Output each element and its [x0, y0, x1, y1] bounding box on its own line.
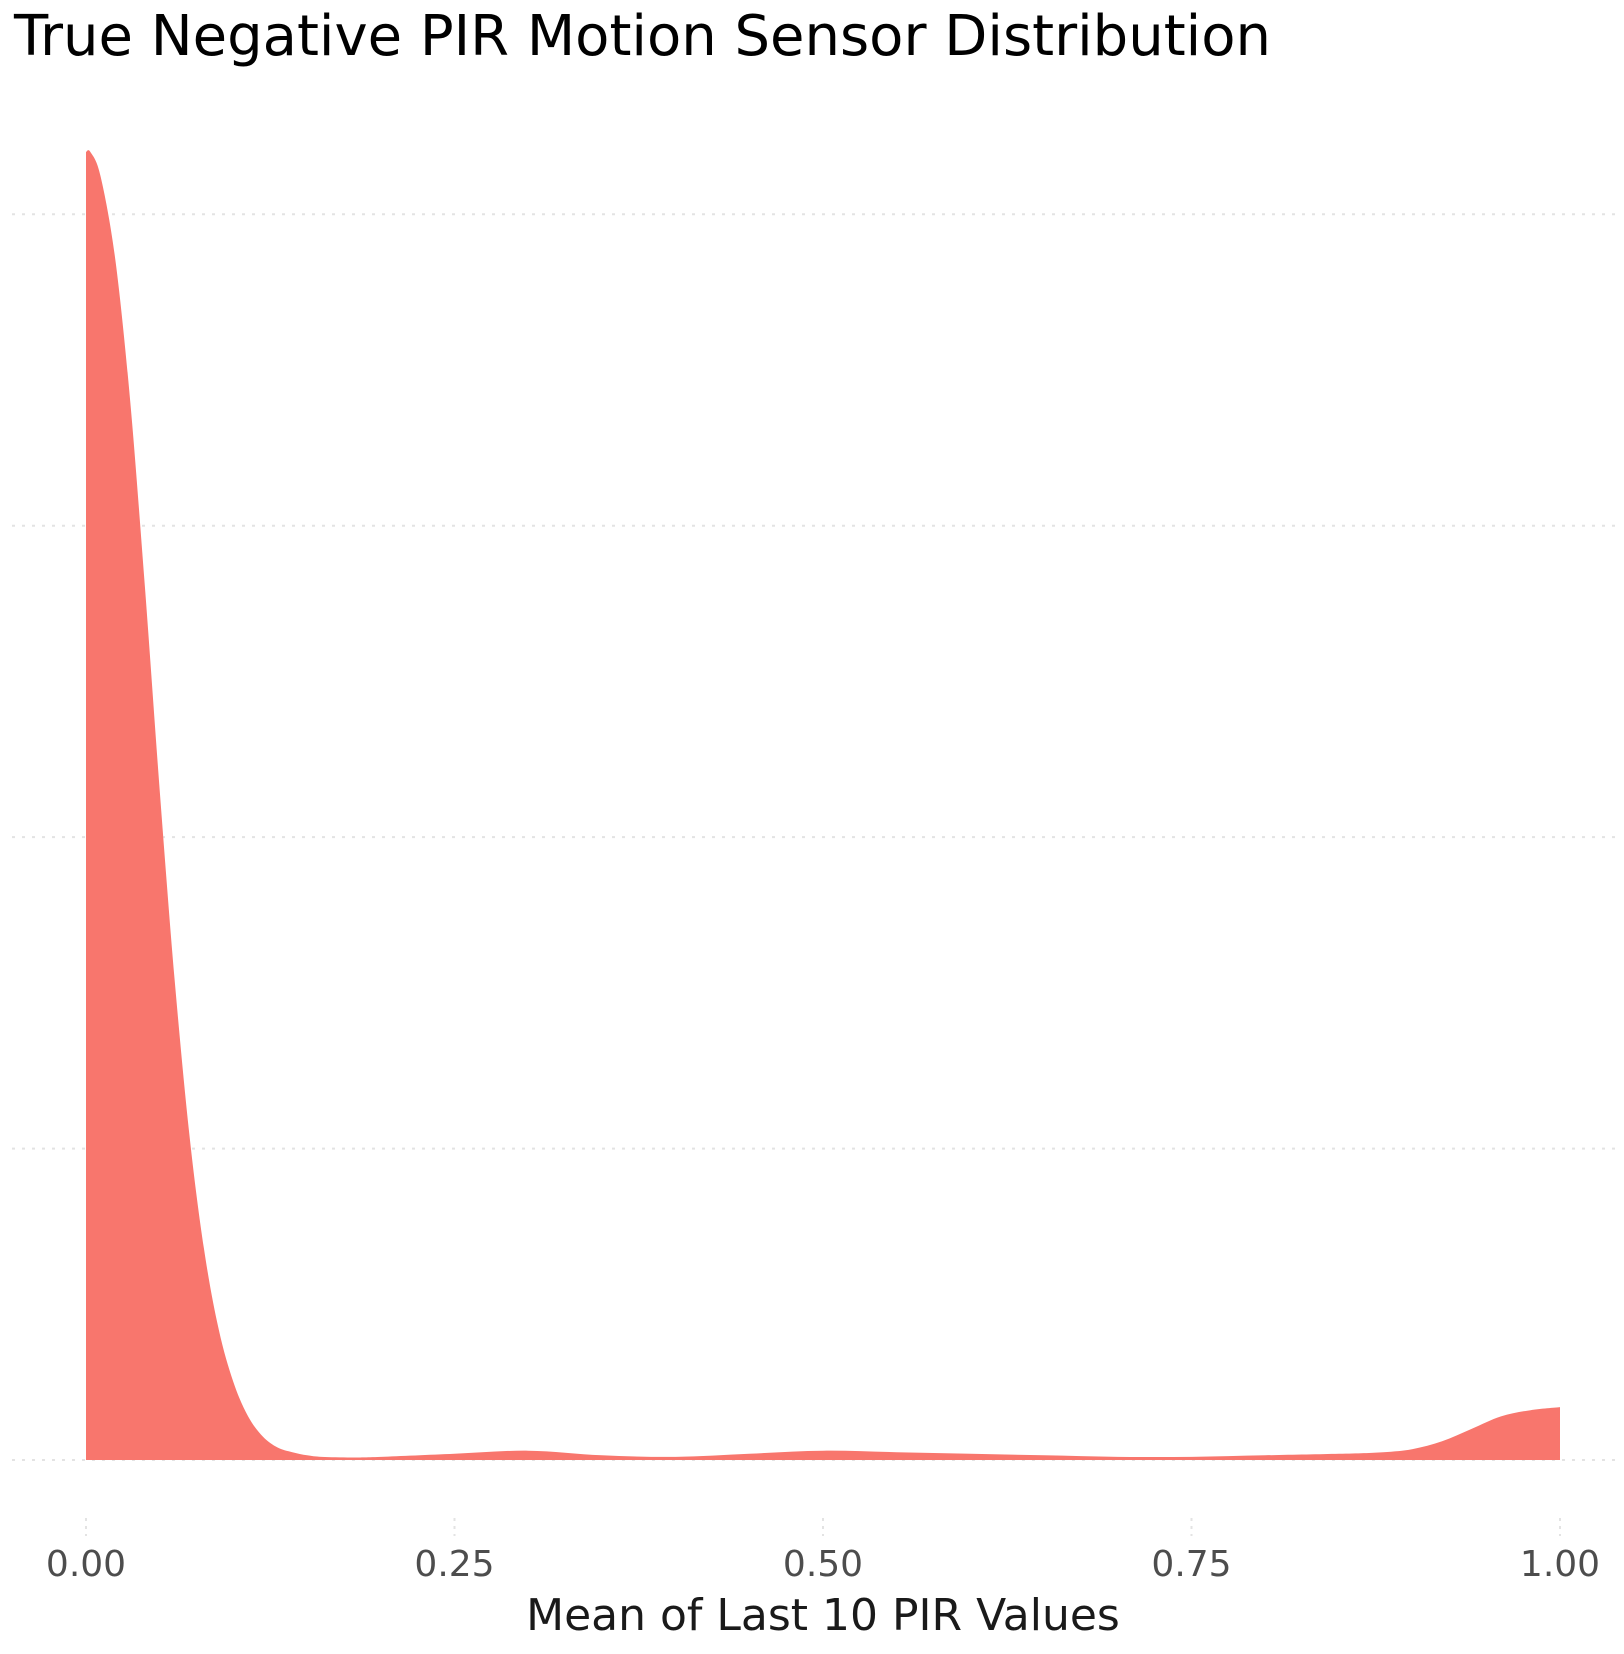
grid-lines	[12, 213, 1618, 1536]
chart-title: True Negative PIR Motion Sensor Distribu…	[14, 4, 1271, 69]
x-tick-label-4: 1.00	[1520, 1544, 1600, 1585]
x-tick-label-3: 0.75	[1151, 1544, 1231, 1585]
x-axis-ticks: 0.00 0.25 0.50 0.75 1.00	[46, 1544, 1600, 1585]
x-tick-label-2: 0.50	[783, 1544, 863, 1585]
x-tick-label-0: 0.00	[46, 1544, 126, 1585]
x-axis-title: Mean of Last 10 PIR Values	[526, 1590, 1120, 1641]
density-area	[86, 150, 1560, 1461]
x-tick-label-1: 0.25	[414, 1544, 494, 1585]
